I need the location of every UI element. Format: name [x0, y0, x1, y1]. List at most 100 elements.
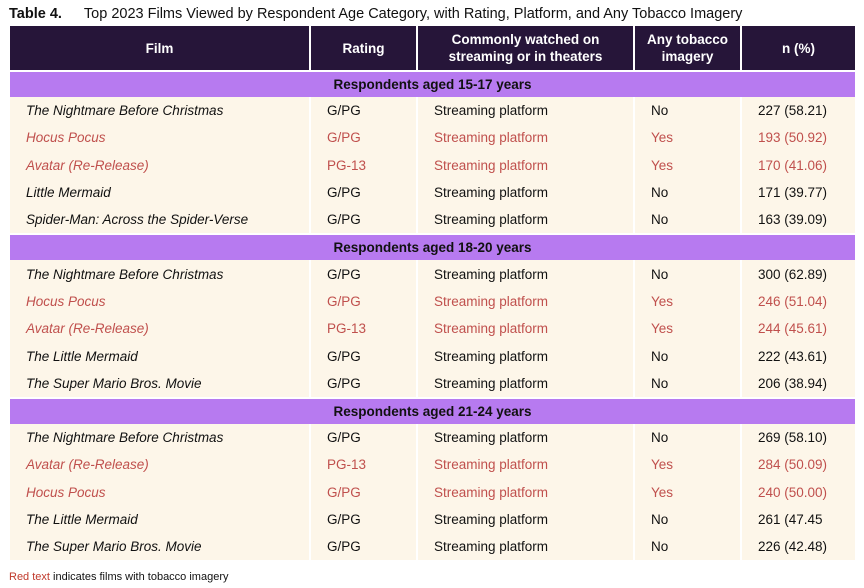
- column-header-platform: Commonly watched on streaming or in thea…: [418, 26, 633, 70]
- table-caption: Table 4. Top 2023 Films Viewed by Respond…: [9, 6, 742, 22]
- platform-cell: Streaming platform: [418, 505, 633, 534]
- table-row: The Super Mario Bros. Movie G/PG Streaming…: [10, 533, 855, 561]
- film-cell: Avatar (Re-Release): [10, 315, 309, 343]
- group-title: Respondents aged 21-24 years: [10, 396, 855, 424]
- n-cell: 206 (38.94): [742, 369, 855, 397]
- platform-cell: Streaming platform: [418, 533, 633, 561]
- film-cell: The Nightmare Before Christmas: [10, 260, 309, 288]
- platform-cell: Streaming platform: [418, 124, 633, 152]
- tobacco-cell: No: [635, 369, 740, 397]
- tobacco-cell: No: [635, 533, 740, 561]
- film-cell: Spider-Man: Across the Spider-Verse: [10, 206, 309, 234]
- tobacco-cell: No: [635, 260, 740, 288]
- table-row: Little Mermaid G/PG Streaming platform No 17…: [10, 178, 855, 207]
- table-row: Hocus Pocus G/PG Streaming platform Yes 240 …: [10, 478, 855, 506]
- n-cell: 222 (43.61): [742, 342, 855, 370]
- film-cell: Hocus Pocus: [10, 478, 309, 506]
- table-row: Avatar (Re-Release) PG-13 Streaming platfo…: [10, 315, 855, 343]
- film-cell: The Super Mario Bros. Movie: [10, 533, 309, 561]
- platform-cell: Streaming platform: [418, 342, 633, 370]
- rating-cell: G/PG: [311, 342, 416, 370]
- film-cell: The Nightmare Before Christmas: [10, 97, 309, 125]
- header-row: Film Rating Commonly watched on streamin…: [10, 26, 855, 70]
- group-header-row: Respondents aged 21-24 years: [10, 396, 855, 424]
- tobacco-cell: Yes: [635, 451, 740, 479]
- column-header-tobacco: Any tobacco imagery: [635, 26, 740, 70]
- footnote-red-text: Red text: [9, 571, 50, 583]
- column-header-n: n (%): [742, 26, 855, 70]
- tobacco-cell: Yes: [635, 287, 740, 316]
- n-cell: 269 (58.10): [742, 423, 855, 452]
- tobacco-cell: No: [635, 97, 740, 125]
- n-cell: 163 (39.09): [742, 206, 855, 234]
- n-cell: 227 (58.21): [742, 97, 855, 125]
- table-row: The Little Mermaid G/PG Streaming platform…: [10, 505, 855, 534]
- group-header-row: Respondents aged 18-20 years: [10, 233, 855, 261]
- tobacco-cell: Yes: [635, 478, 740, 506]
- table-row: Avatar (Re-Release) PG-13 Streaming platfo…: [10, 151, 855, 179]
- platform-cell: Streaming platform: [418, 478, 633, 506]
- tobacco-cell: No: [635, 206, 740, 234]
- film-cell: The Super Mario Bros. Movie: [10, 369, 309, 397]
- table-label: Table 4.: [9, 6, 62, 22]
- film-cell: Hocus Pocus: [10, 287, 309, 316]
- rating-cell: G/PG: [311, 478, 416, 506]
- platform-cell: Streaming platform: [418, 97, 633, 125]
- platform-cell: Streaming platform: [418, 423, 633, 452]
- rating-cell: PG-13: [311, 315, 416, 343]
- film-cell: The Little Mermaid: [10, 342, 309, 370]
- tobacco-cell: Yes: [635, 151, 740, 179]
- n-cell: 171 (39.77): [742, 178, 855, 207]
- n-cell: 261 (47.45: [742, 505, 855, 534]
- tobacco-cell: Yes: [635, 124, 740, 152]
- table-title: Top 2023 Films Viewed by Respondent Age …: [83, 6, 743, 22]
- n-cell: 226 (42.48): [742, 533, 855, 561]
- rating-cell: G/PG: [311, 505, 416, 534]
- rating-cell: PG-13: [311, 451, 416, 479]
- tobacco-cell: No: [635, 178, 740, 207]
- film-cell: The Little Mermaid: [10, 505, 309, 534]
- rating-cell: PG-13: [311, 151, 416, 179]
- column-header-rating: Rating: [311, 26, 416, 70]
- tobacco-cell: Yes: [635, 315, 740, 343]
- rating-cell: G/PG: [311, 97, 416, 125]
- table-row: The Nightmare Before Christmas G/PG Stream…: [10, 260, 855, 288]
- tobacco-cell: No: [635, 342, 740, 370]
- n-cell: 300 (62.89): [742, 260, 855, 288]
- platform-cell: Streaming platform: [418, 178, 633, 207]
- table-row: The Little Mermaid G/PG Streaming platform…: [10, 342, 855, 370]
- n-cell: 246 (51.04): [742, 287, 855, 316]
- rating-cell: G/PG: [311, 287, 416, 316]
- footnote-text: indicates films with tobacco imagery: [49, 571, 229, 583]
- platform-cell: Streaming platform: [418, 151, 633, 179]
- n-cell: 244 (45.61): [742, 315, 855, 343]
- film-cell: Hocus Pocus: [10, 124, 309, 152]
- rating-cell: G/PG: [311, 260, 416, 288]
- group-title: Respondents aged 15-17 years: [10, 70, 855, 97]
- platform-cell: Streaming platform: [418, 260, 633, 288]
- n-cell: 284 (50.09): [742, 451, 855, 479]
- film-cell: Avatar (Re-Release): [10, 451, 309, 479]
- table-row: Spider-Man: Across the Spider-Verse G/PG S…: [10, 206, 855, 234]
- table-row: The Nightmare Before Christmas G/PG Stream…: [10, 423, 855, 452]
- group-header-row: Respondents aged 15-17 years: [10, 70, 855, 97]
- table-row: Avatar (Re-Release) PG-13 Streaming platfo…: [10, 451, 855, 479]
- n-cell: 170 (41.06): [742, 151, 855, 179]
- tobacco-cell: No: [635, 505, 740, 534]
- platform-cell: Streaming platform: [418, 369, 633, 397]
- rating-cell: G/PG: [311, 423, 416, 452]
- film-cell: The Nightmare Before Christmas: [10, 423, 309, 452]
- rating-cell: G/PG: [311, 206, 416, 234]
- rating-cell: G/PG: [311, 124, 416, 152]
- group-title: Respondents aged 18-20 years: [10, 233, 855, 261]
- table-row: Hocus Pocus G/PG Streaming platform Yes 193 …: [10, 124, 855, 152]
- table-body: Respondents aged 15-17 years The Nightmar…: [10, 70, 855, 561]
- platform-cell: Streaming platform: [418, 287, 633, 316]
- footnote: Red text indicates films with tobacco im…: [9, 571, 228, 583]
- platform-cell: Streaming platform: [418, 315, 633, 343]
- table-row: Hocus Pocus G/PG Streaming platform Yes 246 …: [10, 287, 855, 316]
- platform-cell: Streaming platform: [418, 451, 633, 479]
- film-cell: Little Mermaid: [10, 178, 309, 207]
- column-header-film: Film: [10, 26, 309, 70]
- rating-cell: G/PG: [311, 178, 416, 207]
